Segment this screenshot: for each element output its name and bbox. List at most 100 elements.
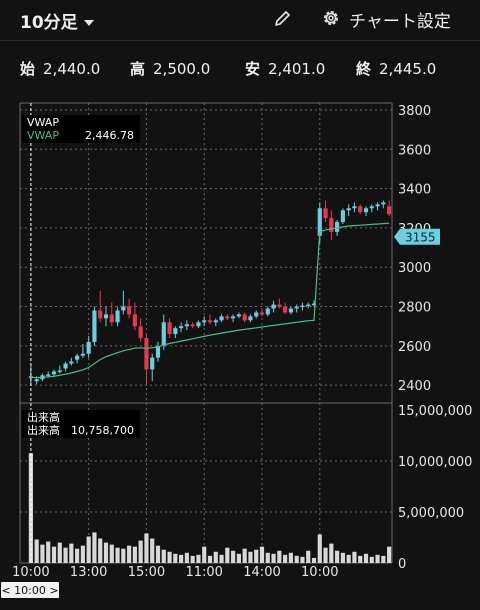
candle-body <box>387 206 392 215</box>
header-divider <box>0 40 480 41</box>
price-tick-label: 2400 <box>398 379 431 394</box>
candle-body <box>317 208 322 236</box>
gear-icon[interactable] <box>321 8 341 28</box>
volume-tick-label: 5,000,000 <box>398 506 464 521</box>
candle-body <box>75 355 80 360</box>
volume-bar <box>75 548 80 563</box>
candle-body <box>98 310 103 319</box>
volume-bar <box>167 551 172 563</box>
time-tick-label: 14:00 <box>243 565 280 580</box>
volume-bar <box>283 554 288 563</box>
volume-bar <box>115 547 120 563</box>
volume-bar <box>358 555 363 563</box>
volume-bar <box>57 542 62 563</box>
candle-body <box>259 312 265 315</box>
candle-body <box>311 303 317 306</box>
interval-selector[interactable]: 10分足 <box>20 8 94 33</box>
price-volume-chart[interactable]: 3800360034003200300028002600240015,000,0… <box>0 95 480 610</box>
volume-bar <box>352 551 357 563</box>
candle-body <box>381 202 386 205</box>
candle-body <box>69 361 74 364</box>
candle-body <box>63 363 68 369</box>
candle-body <box>242 314 247 321</box>
volume-bar <box>40 544 45 563</box>
volume-bar <box>121 548 126 563</box>
volume-bar <box>329 543 334 563</box>
candle-body <box>248 316 253 321</box>
price-tick-label: 3600 <box>398 143 431 158</box>
vwap-line <box>30 222 390 379</box>
chevron-down-icon <box>83 20 94 26</box>
candle-body <box>340 210 345 223</box>
candle-body <box>155 345 161 358</box>
cursor-time-box <box>1 582 59 598</box>
volume-bar <box>155 545 161 563</box>
candle-body <box>288 308 293 313</box>
volume-bar <box>369 556 374 563</box>
volume-bar <box>387 546 392 563</box>
candle-body <box>225 316 230 319</box>
candle-body <box>363 208 369 213</box>
volume-bar <box>219 554 224 563</box>
volume-legend-name: 出来高 <box>27 423 60 437</box>
volume-bar <box>179 554 184 563</box>
candle-body <box>346 208 351 211</box>
price-tick-label: 2600 <box>398 340 431 355</box>
volume-bar <box>248 551 253 563</box>
pencil-icon[interactable] <box>272 9 292 29</box>
volume-bar <box>63 547 68 563</box>
vwap-legend-title: VWAP <box>27 116 59 129</box>
candle-body <box>306 304 311 307</box>
volume-bar <box>190 555 195 563</box>
interval-label: 10分足 <box>20 13 78 33</box>
candle-body <box>173 328 178 335</box>
volume-bar <box>202 546 207 563</box>
volume-bar <box>34 539 39 563</box>
volume-bar <box>277 550 282 563</box>
volume-bar <box>109 544 114 563</box>
volume-bar <box>92 532 97 563</box>
last-price-value: 3155 <box>405 230 436 244</box>
price-tick-label: 2800 <box>398 301 431 316</box>
candle-body <box>202 320 207 323</box>
candle-body <box>329 218 334 232</box>
volume-bar <box>144 533 149 563</box>
volume-tick-label: 10,000,000 <box>398 455 472 470</box>
candle-body <box>231 316 236 319</box>
chart-settings-button[interactable]: チャート設定 <box>349 12 451 32</box>
volume-bar <box>132 546 137 563</box>
volume-bar <box>51 546 57 563</box>
volume-bar <box>294 555 299 563</box>
volume-bar <box>196 554 201 563</box>
candle-body <box>138 326 143 338</box>
volume-bar <box>265 552 270 563</box>
volume-legend-value: 10,758,700 <box>71 424 134 437</box>
candle-body <box>219 316 224 321</box>
volume-legend-title: 出来高 <box>27 410 60 424</box>
volume-bar <box>213 551 218 563</box>
vwap-legend-name: VWAP <box>27 129 59 142</box>
ohlc-open: 始 2,440.0 <box>20 60 101 78</box>
ohlc-low: 安 2,401.0 <box>245 60 326 78</box>
candle-body <box>213 320 218 323</box>
candle-body <box>265 308 270 315</box>
time-tick-label: 11:00 <box>185 565 222 580</box>
candle-body <box>80 353 85 356</box>
top-bar: 10分足 チャート設定 <box>0 0 480 40</box>
candle-body <box>375 204 380 207</box>
volume-bar <box>150 538 155 563</box>
volume-bar <box>340 552 345 563</box>
candle-body <box>277 304 282 307</box>
last-price-tag <box>394 228 440 245</box>
vwap-legend-box <box>22 115 140 143</box>
candle-body <box>132 314 137 327</box>
candle-body <box>103 314 109 319</box>
volume-bar <box>231 550 236 563</box>
candle-body <box>190 324 195 327</box>
candle-body <box>121 306 126 311</box>
volume-bar <box>207 555 213 563</box>
candle-body <box>323 208 328 219</box>
candle-body <box>161 322 166 346</box>
candle-body <box>184 324 189 327</box>
candle-body <box>109 314 114 323</box>
